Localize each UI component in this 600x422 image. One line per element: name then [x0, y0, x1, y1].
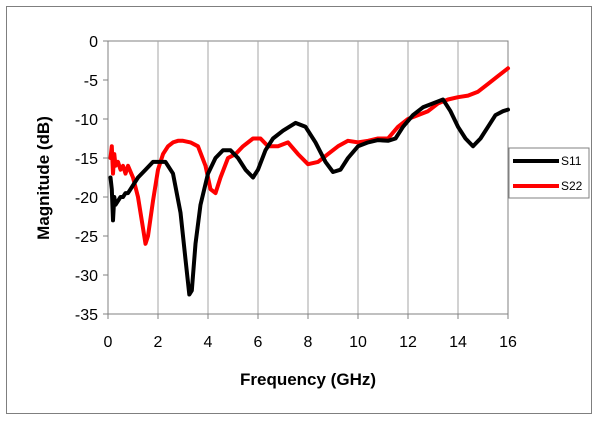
x-axis-title: Frequency (GHz) — [240, 370, 376, 389]
x-tick-label: 2 — [154, 334, 163, 351]
x-tick-label: 16 — [499, 334, 517, 351]
x-tick-label: 12 — [399, 334, 417, 351]
y-tick-label: -10 — [75, 112, 98, 129]
x-axis: 0 2 4 6 8 10 12 14 16 — [104, 313, 517, 351]
y-tick-label: -5 — [84, 73, 98, 90]
y-tick-label: -35 — [75, 307, 98, 324]
y-axis: 0 -5 -10 -15 -20 -25 -30 -35 — [75, 34, 109, 324]
x-tick-label: 14 — [449, 334, 467, 351]
y-tick-label: 0 — [89, 34, 98, 51]
legend-label-s11: S11 — [561, 154, 582, 168]
y-axis-title: Magnitude (dB) — [34, 116, 53, 240]
series-lines — [108, 66, 510, 297]
chart-frame — [6, 6, 592, 414]
y-tick-label: -30 — [75, 268, 98, 285]
y-tick-label: -25 — [75, 229, 98, 246]
legend: S11 S22 — [508, 147, 590, 199]
x-tick-label: 0 — [104, 334, 113, 351]
series-line-s11 — [108, 97, 510, 297]
legend-label-s22: S22 — [561, 179, 583, 193]
x-tick-label: 8 — [304, 334, 313, 351]
x-tick-label: 10 — [349, 334, 367, 351]
y-tick-label: -20 — [75, 190, 98, 207]
x-tick-label: 4 — [204, 334, 213, 351]
legend-box — [508, 147, 590, 199]
x-tick-label: 6 — [254, 334, 263, 351]
y-tick-label: -15 — [75, 151, 98, 168]
